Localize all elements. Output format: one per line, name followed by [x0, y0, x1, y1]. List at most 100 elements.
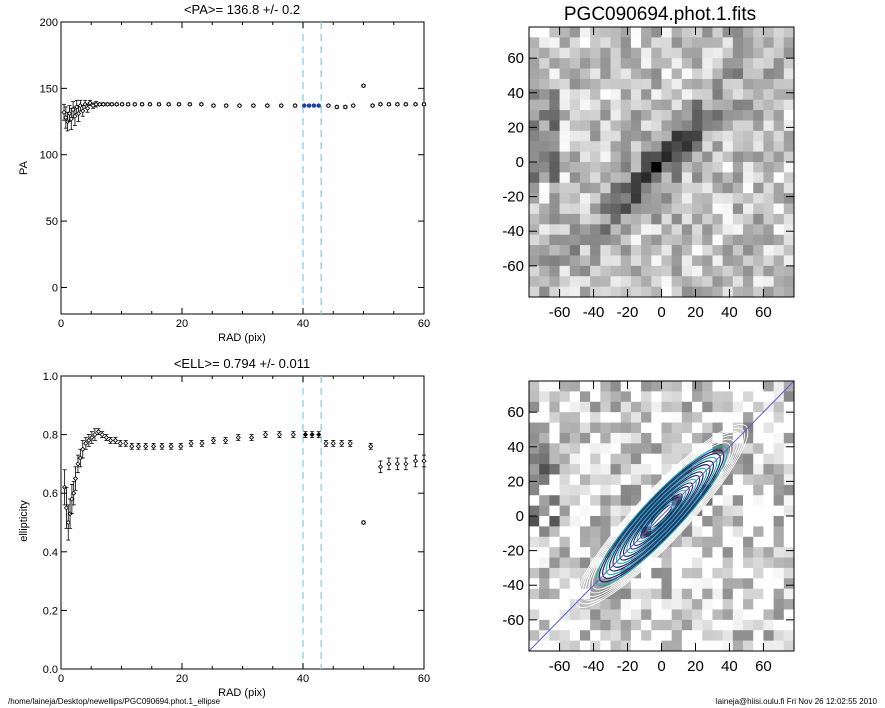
image-pixel	[661, 547, 673, 559]
image-pixel	[559, 474, 571, 486]
image-pixel	[681, 432, 693, 444]
image-pixel	[529, 464, 540, 475]
y-tick-label: -60	[502, 258, 524, 275]
image-pixel	[529, 162, 540, 173]
image-pixel	[763, 130, 775, 142]
pa-vlines	[302, 22, 322, 314]
data-point	[323, 440, 329, 447]
isophote-ellipse	[619, 471, 704, 561]
image-pixel	[641, 578, 652, 590]
y-tick-label: 1.0	[43, 371, 58, 383]
image-pixel	[712, 213, 724, 225]
image-pixel	[620, 141, 632, 153]
image-pixel	[600, 453, 612, 465]
image-pixel	[539, 484, 550, 496]
image-pixel	[579, 120, 591, 132]
image-pixel	[579, 78, 591, 90]
image-pixel	[620, 203, 632, 215]
image-pixel	[763, 172, 775, 184]
image-pixel	[763, 619, 775, 631]
image-pixel	[783, 443, 795, 455]
image-pixel	[681, 547, 693, 559]
image-pixel	[641, 193, 652, 205]
image-pixel	[773, 120, 785, 132]
image-pixel	[539, 203, 550, 215]
image-pixel	[610, 245, 622, 256]
image-pixel	[763, 391, 775, 403]
x-tick-label: -60	[549, 658, 571, 675]
image-pixel	[722, 640, 734, 652]
image-pixel	[600, 464, 612, 475]
image-pixel	[722, 557, 734, 569]
image-pixel	[732, 401, 744, 413]
image-pixel	[712, 120, 724, 132]
image-pixel	[763, 495, 775, 507]
image-pixel	[610, 484, 622, 496]
image-pixel	[722, 505, 734, 517]
image-pixel	[539, 47, 550, 59]
image-pixel	[783, 245, 795, 256]
image-pixel	[732, 193, 744, 205]
image-pixel	[702, 567, 713, 579]
image-pixel	[671, 286, 683, 298]
y-tick-label: 100	[40, 150, 58, 162]
data-point	[236, 103, 243, 109]
image-pixel	[651, 245, 662, 256]
image-pixel	[590, 640, 601, 652]
image-pixel	[681, 286, 693, 298]
image-pixel	[712, 78, 724, 90]
image-pixel	[743, 120, 754, 132]
image-pixel	[783, 182, 795, 194]
image-pixel	[712, 495, 724, 507]
image-pixel	[620, 464, 632, 475]
data-point	[394, 457, 400, 471]
image-pixel	[620, 68, 632, 80]
image-pixel	[783, 141, 795, 153]
image-pixel	[671, 381, 683, 392]
image-pixel	[641, 255, 652, 267]
image-pixel	[529, 557, 540, 569]
image-pixel	[559, 516, 571, 527]
image-pixel	[773, 224, 785, 236]
image-pixel	[661, 557, 673, 569]
image-pixel	[661, 162, 673, 173]
image-pixel	[743, 47, 754, 59]
image-pixel	[549, 578, 561, 590]
image-pixel	[692, 401, 703, 413]
image-pixel	[590, 245, 601, 256]
image-pixel	[579, 27, 591, 38]
data-point	[199, 440, 205, 447]
data-point	[129, 442, 135, 450]
image-pixel	[702, 443, 713, 455]
image-pixel	[702, 162, 713, 173]
image-pixel	[549, 495, 561, 507]
image-pixel	[600, 182, 612, 194]
image-pixel	[641, 130, 652, 142]
y-tick-label: 40	[507, 85, 524, 102]
x-tick-label: 60	[755, 304, 772, 321]
image-pixel	[783, 505, 795, 517]
image-pixel	[620, 37, 632, 49]
image-pixel	[692, 193, 703, 205]
data-point	[249, 434, 255, 441]
data-point	[108, 437, 114, 444]
image-pixel	[722, 588, 734, 600]
image-pixel	[620, 630, 632, 642]
image-pixel	[641, 141, 652, 153]
image-pixel	[783, 162, 795, 173]
image-pixel	[773, 630, 785, 642]
image-pixel	[590, 255, 601, 267]
image-pixel	[620, 609, 632, 621]
image-pixel	[763, 245, 775, 256]
image-pixel	[630, 245, 642, 256]
isophote-ellipse	[581, 431, 742, 601]
image-pixel	[539, 265, 550, 277]
image-pixel	[732, 526, 744, 538]
data-point	[65, 504, 71, 541]
image-pixel	[753, 130, 764, 142]
image-pixel	[620, 286, 632, 298]
image-pixel	[610, 37, 622, 49]
image-pixel	[671, 443, 683, 455]
image-pixel	[773, 588, 785, 600]
image-pixel	[600, 99, 612, 111]
